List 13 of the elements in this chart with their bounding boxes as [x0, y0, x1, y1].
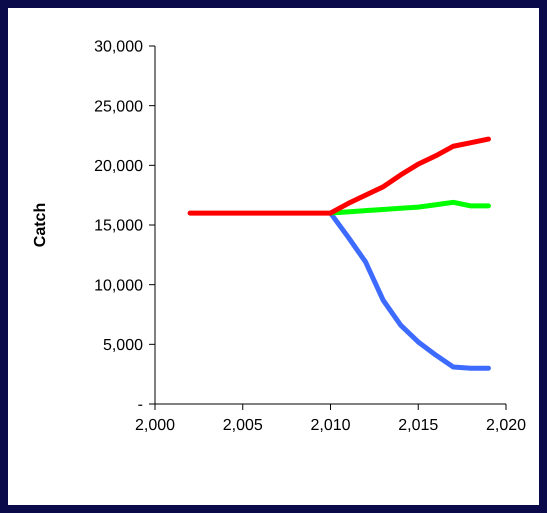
- y-tick-label: 10,000: [94, 277, 144, 294]
- y-tick-label: -: [138, 396, 143, 414]
- x-tick-label: 2,010: [310, 417, 351, 434]
- y-axis-title: Catch: [32, 202, 49, 248]
- x-tick-label: 2,000: [134, 417, 176, 434]
- x-tick-label: 2,020: [486, 417, 526, 434]
- y-tick-label: 30,000: [94, 38, 144, 56]
- y-tick-label: 25,000: [94, 98, 144, 116]
- x-tick-label: 2,015: [398, 417, 438, 434]
- y-tick-label: 15,000: [94, 218, 144, 235]
- y-tick-label: 5,000: [102, 336, 144, 354]
- y-tick-label: 20,000: [94, 158, 144, 175]
- x-tick-label: 2,005: [222, 417, 263, 434]
